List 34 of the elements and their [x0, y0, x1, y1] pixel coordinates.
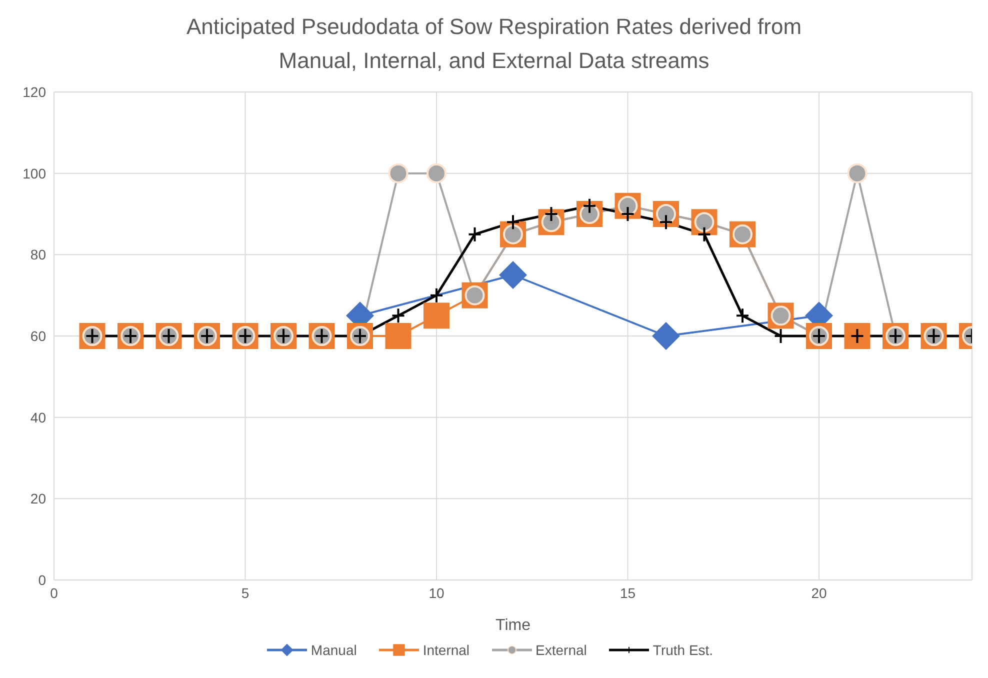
point: [844, 323, 870, 349]
chart-title: Anticipated Pseudodata of Sow Respiration Rates derived from Manual, Internal, and External Data streams: [185, 13, 803, 75]
y-tick-label: 60: [30, 328, 46, 344]
y-tick-label: 0: [38, 572, 46, 588]
point: [506, 214, 520, 230]
point: [499, 261, 527, 289]
x-tick-label: 15: [620, 584, 636, 601]
y-tick-label: 80: [30, 246, 46, 263]
legend-label: Manual: [310, 642, 357, 658]
x-tick-label: 0: [50, 584, 58, 601]
y-tick-label: 20: [30, 490, 46, 507]
y-tick-label: 100: [22, 165, 46, 182]
point: [736, 308, 750, 324]
y-tick-label: 40: [30, 409, 46, 426]
point: [426, 163, 446, 184]
point: [847, 163, 868, 184]
point: [424, 302, 450, 329]
point: [468, 226, 482, 242]
point: [388, 163, 408, 184]
point: [620, 206, 635, 222]
point: [697, 226, 712, 242]
x-tick-label: 20: [811, 584, 827, 601]
x-tick-label: 10: [428, 584, 444, 601]
point: [430, 287, 444, 304]
legend-label: External: [534, 642, 587, 658]
point: [544, 206, 558, 222]
point: [652, 322, 680, 350]
x-axis-title: Time: [496, 617, 531, 634]
legend-label: Truth Est.: [652, 642, 714, 658]
point: [391, 308, 406, 324]
y-tick-label: 120: [22, 84, 46, 100]
legend-label: Internal: [422, 642, 470, 658]
point: [385, 323, 412, 349]
x-tick-label: 5: [241, 584, 250, 601]
